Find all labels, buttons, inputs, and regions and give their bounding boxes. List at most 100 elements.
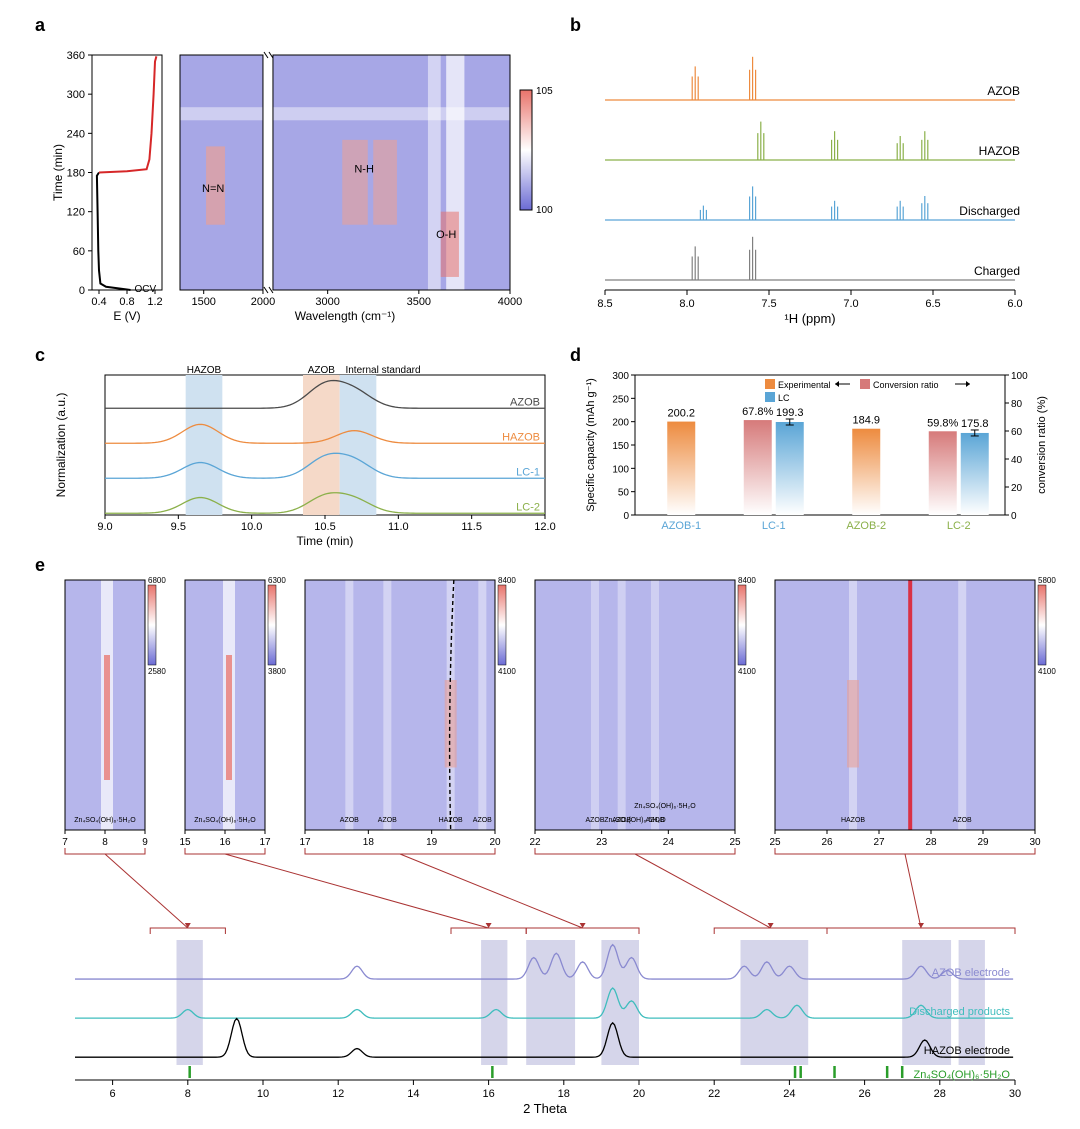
panel-label-e: e bbox=[35, 555, 45, 576]
svg-text:240: 240 bbox=[67, 128, 85, 140]
svg-text:40: 40 bbox=[1011, 455, 1023, 466]
svg-text:AZOB-2: AZOB-2 bbox=[846, 520, 886, 532]
svg-text:AZOB-1: AZOB-1 bbox=[661, 520, 701, 532]
svg-text:AZOB: AZOB bbox=[612, 817, 631, 824]
svg-text:Conversion ratio: Conversion ratio bbox=[873, 380, 939, 390]
panel-e: 789Zn₄SO₄(OH)₆·5H₂O68002580151617Zn₄SO₄(… bbox=[50, 570, 1050, 1110]
svg-text:AZOB: AZOB bbox=[953, 817, 972, 824]
svg-text:conversion ratio (%): conversion ratio (%) bbox=[1036, 396, 1048, 494]
svg-text:N-H: N-H bbox=[354, 164, 374, 176]
svg-text:Discharged: Discharged bbox=[959, 204, 1020, 218]
svg-text:Experimental: Experimental bbox=[778, 380, 831, 390]
svg-text:N=N: N=N bbox=[202, 183, 224, 195]
svg-text:LC-2: LC-2 bbox=[516, 501, 540, 513]
svg-text:AZOB: AZOB bbox=[308, 365, 336, 376]
svg-text:AZOB: AZOB bbox=[510, 396, 540, 408]
svg-text:20: 20 bbox=[633, 1088, 645, 1100]
svg-text:18: 18 bbox=[558, 1088, 570, 1100]
svg-text:105: 105 bbox=[536, 86, 553, 97]
svg-text:Charged: Charged bbox=[974, 264, 1020, 278]
svg-text:19: 19 bbox=[426, 837, 438, 848]
svg-text:11.5: 11.5 bbox=[461, 521, 482, 533]
svg-text:20: 20 bbox=[1011, 483, 1023, 494]
svg-text:59.8%: 59.8% bbox=[927, 417, 958, 429]
svg-text:25: 25 bbox=[729, 837, 741, 848]
svg-text:OCV: OCV bbox=[135, 284, 157, 295]
svg-text:24: 24 bbox=[783, 1088, 795, 1100]
panel-a: 0601201802403003600.40.81.2E (V)Time (mi… bbox=[50, 30, 560, 330]
svg-text:120: 120 bbox=[67, 207, 85, 219]
svg-text:3800: 3800 bbox=[268, 667, 286, 676]
svg-text:0: 0 bbox=[79, 285, 85, 297]
svg-text:6800: 6800 bbox=[148, 576, 166, 585]
svg-text:Zn₄SO₄(OH)₆·5H₂O: Zn₄SO₄(OH)₆·5H₂O bbox=[913, 1069, 1010, 1081]
svg-text:7.5: 7.5 bbox=[761, 298, 776, 310]
svg-text:2580: 2580 bbox=[148, 667, 166, 676]
svg-text:LC-2: LC-2 bbox=[947, 520, 971, 532]
svg-text:0.4: 0.4 bbox=[91, 296, 106, 308]
svg-text:199.3: 199.3 bbox=[776, 407, 804, 419]
svg-text:250: 250 bbox=[612, 394, 629, 405]
svg-text:200: 200 bbox=[612, 418, 629, 429]
svg-text:8400: 8400 bbox=[498, 576, 516, 585]
svg-text:9.5: 9.5 bbox=[171, 521, 186, 533]
svg-text:10: 10 bbox=[257, 1088, 269, 1100]
svg-text:Discharged products: Discharged products bbox=[909, 1006, 1010, 1018]
svg-text:67.8%: 67.8% bbox=[742, 406, 773, 418]
svg-text:80: 80 bbox=[1011, 399, 1023, 410]
svg-text:16: 16 bbox=[482, 1088, 494, 1100]
svg-text:AZOB: AZOB bbox=[645, 817, 664, 824]
svg-text:8400: 8400 bbox=[738, 576, 756, 585]
svg-text:Internal standard: Internal standard bbox=[345, 365, 420, 376]
svg-text:HAZOB electrode: HAZOB electrode bbox=[924, 1045, 1010, 1057]
svg-text:HAZOB: HAZOB bbox=[502, 431, 540, 443]
svg-text:3500: 3500 bbox=[407, 296, 431, 308]
svg-text:HAZOB: HAZOB bbox=[841, 817, 865, 824]
svg-text:8.5: 8.5 bbox=[597, 298, 612, 310]
svg-text:60: 60 bbox=[73, 246, 85, 258]
svg-text:6300: 6300 bbox=[268, 576, 286, 585]
svg-text:23: 23 bbox=[596, 837, 608, 848]
svg-text:8.0: 8.0 bbox=[679, 298, 694, 310]
svg-text:6.0: 6.0 bbox=[1007, 298, 1022, 310]
svg-text:6.5: 6.5 bbox=[925, 298, 940, 310]
svg-text:30: 30 bbox=[1029, 837, 1041, 848]
svg-text:28: 28 bbox=[934, 1088, 946, 1100]
svg-text:6: 6 bbox=[110, 1088, 116, 1100]
svg-text:27: 27 bbox=[873, 837, 885, 848]
svg-text:8: 8 bbox=[185, 1088, 191, 1100]
svg-text:0: 0 bbox=[623, 511, 629, 522]
svg-text:O-H: O-H bbox=[436, 229, 456, 241]
svg-text:17: 17 bbox=[299, 837, 311, 848]
svg-text:14: 14 bbox=[407, 1088, 419, 1100]
svg-text:Wavelength (cm⁻¹): Wavelength (cm⁻¹) bbox=[295, 309, 396, 323]
svg-text:¹H (ppm): ¹H (ppm) bbox=[784, 311, 835, 326]
panel-d: 050100150200250300020406080100Specific c… bbox=[580, 360, 1050, 550]
svg-text:300: 300 bbox=[67, 89, 85, 101]
svg-text:7.0: 7.0 bbox=[843, 298, 858, 310]
svg-text:0: 0 bbox=[1011, 511, 1017, 522]
svg-text:25: 25 bbox=[769, 837, 781, 848]
svg-text:Zn₄SO₄(OH)₆·5H₂O: Zn₄SO₄(OH)₆·5H₂O bbox=[194, 817, 256, 824]
svg-text:5800: 5800 bbox=[1038, 576, 1056, 585]
svg-text:1.2: 1.2 bbox=[147, 296, 162, 308]
svg-text:1500: 1500 bbox=[191, 296, 215, 308]
svg-text:28: 28 bbox=[925, 837, 937, 848]
svg-text:180: 180 bbox=[67, 168, 85, 180]
svg-text:10.5: 10.5 bbox=[314, 521, 335, 533]
panel-b: 8.58.07.57.06.56.0¹H (ppm)AZOBHAZOBDisch… bbox=[580, 30, 1050, 330]
svg-text:4100: 4100 bbox=[498, 667, 516, 676]
svg-text:184.9: 184.9 bbox=[852, 415, 880, 427]
svg-text:AZOB: AZOB bbox=[585, 817, 604, 824]
svg-text:18: 18 bbox=[363, 837, 375, 848]
svg-text:AZOB: AZOB bbox=[378, 817, 397, 824]
svg-text:HAZOB: HAZOB bbox=[439, 817, 463, 824]
svg-text:LC-1: LC-1 bbox=[762, 520, 786, 532]
svg-text:4000: 4000 bbox=[498, 296, 522, 308]
svg-text:AZOB electrode: AZOB electrode bbox=[932, 967, 1010, 979]
svg-text:Time (min): Time (min) bbox=[297, 534, 354, 548]
svg-text:22: 22 bbox=[708, 1088, 720, 1100]
svg-text:Normalization (a.u.): Normalization (a.u.) bbox=[54, 393, 68, 498]
svg-text:4100: 4100 bbox=[738, 667, 756, 676]
svg-text:HAZOB: HAZOB bbox=[979, 144, 1020, 158]
